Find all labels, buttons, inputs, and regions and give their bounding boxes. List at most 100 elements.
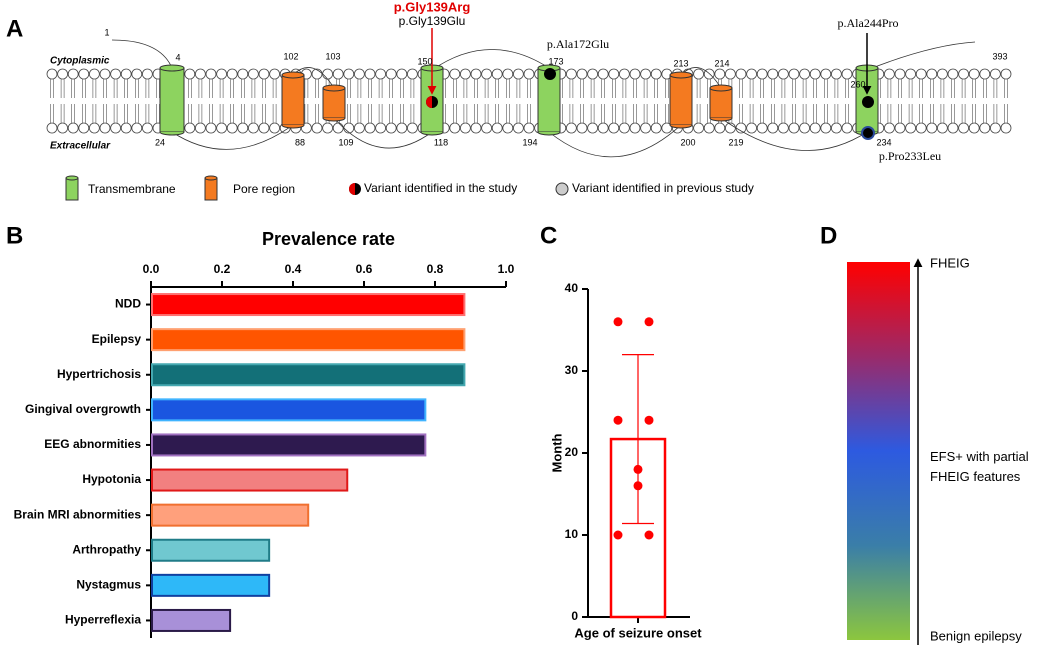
lipid-head [375, 68, 387, 80]
lipid-head [587, 68, 598, 80]
lipid-head [799, 122, 810, 134]
lipid-head [597, 68, 609, 80]
data-point [633, 464, 643, 474]
severity-gradient [847, 262, 910, 640]
lipid-head [831, 122, 842, 134]
y-tick-label: Nystagmus [76, 578, 141, 592]
y-tick-label: Brain MRI abnormities [14, 507, 142, 521]
lipid-head [884, 68, 895, 80]
lipid-head [194, 122, 206, 134]
lipid-head [841, 122, 853, 134]
lipid-head [926, 122, 938, 134]
lipid-head [926, 68, 938, 80]
lipid-head [640, 122, 651, 134]
lipid-head [46, 68, 58, 80]
variant-label: p.Gly139Glu [399, 14, 466, 28]
residue-label: 103 [325, 51, 340, 61]
panel-label: C [540, 222, 557, 249]
lipid-head [714, 68, 726, 80]
bar [151, 293, 466, 317]
residue-label: 200 [680, 137, 695, 147]
loops [111, 39, 976, 158]
lipid-head [958, 122, 969, 134]
helix-top [281, 71, 305, 79]
lipid-head [332, 122, 344, 134]
legend-label: Variant identified in the study [364, 181, 517, 195]
variant-label: p.Ala172Glu [547, 37, 609, 51]
lipid-head [841, 68, 853, 80]
y-tick-label: EEG abnormities [44, 437, 141, 451]
lipid-head [459, 122, 471, 134]
lipid-head [809, 122, 821, 134]
data-point [613, 317, 623, 327]
x-tick-label: 0.4 [285, 262, 302, 276]
lipid-head [968, 122, 980, 134]
residue-label: 214 [714, 58, 729, 68]
bar [151, 398, 427, 422]
lipid-head [385, 68, 397, 80]
lipid-head [89, 68, 100, 80]
lipid-head [110, 68, 121, 80]
lipid-head [78, 122, 90, 134]
bar [151, 573, 271, 597]
y-tick-label: 20 [565, 445, 579, 459]
lipid-head [979, 122, 991, 134]
lipid-head [322, 68, 334, 80]
lipid-head [375, 122, 387, 134]
helix-bottom [281, 124, 305, 129]
lipid-head [502, 122, 514, 134]
lipid-head [237, 122, 249, 134]
y-tick-label: 30 [565, 363, 579, 377]
lipid-head [343, 68, 355, 80]
lipid-head [141, 68, 153, 80]
lipid-head [799, 68, 810, 80]
membrane [46, 68, 1012, 134]
lipid-head [353, 122, 365, 134]
residue-label: 102 [283, 51, 298, 61]
y-axis-label: Month [549, 433, 564, 472]
lipid-head [470, 68, 482, 80]
data-point [644, 530, 654, 540]
residue-label: 1 [104, 27, 109, 37]
lipid-head [141, 122, 153, 134]
x-tick-label: 0.2 [214, 262, 231, 276]
lipid-head [566, 122, 577, 134]
helix [669, 74, 693, 126]
lipid-head [406, 68, 418, 80]
lipid-head [756, 122, 768, 134]
data-point [613, 415, 623, 425]
helix [322, 87, 346, 119]
residue-label: 118 [434, 137, 448, 147]
lipid-head [905, 68, 916, 80]
data-point [644, 317, 654, 327]
lipid-head [269, 122, 281, 134]
x-tick-label: 0.0 [143, 262, 160, 276]
lipid-head [237, 68, 249, 80]
panel-label: D [820, 222, 837, 249]
x-tick-label: 0.6 [356, 262, 373, 276]
lipid-head [693, 122, 704, 134]
lipid-head [523, 122, 535, 134]
y-tick-label: Arthropathy [72, 542, 141, 556]
x-tick-label: 1.0 [498, 262, 515, 276]
lipid-head [767, 122, 779, 134]
gradient-label: Benign epilepsy [930, 628, 1022, 643]
variant-label: p.Pro233Leu [879, 149, 941, 163]
y-tick-label: 40 [565, 281, 579, 295]
data-point [613, 530, 623, 540]
residue-label: 109 [338, 137, 353, 147]
helix [159, 67, 185, 133]
lipid-head [958, 68, 969, 80]
lipid-head [131, 68, 143, 80]
lipid-head [120, 68, 132, 80]
lipid-head [216, 68, 228, 80]
lipid-head [619, 122, 630, 134]
helix-bottom [669, 124, 693, 129]
lipid-head [608, 122, 620, 134]
lipid-head [502, 68, 514, 80]
lipid-head [332, 68, 344, 80]
y-tick-label: Hypertrichosis [57, 367, 141, 381]
lipid-head [67, 122, 79, 134]
helix [709, 87, 733, 119]
lipid-head [937, 68, 948, 80]
